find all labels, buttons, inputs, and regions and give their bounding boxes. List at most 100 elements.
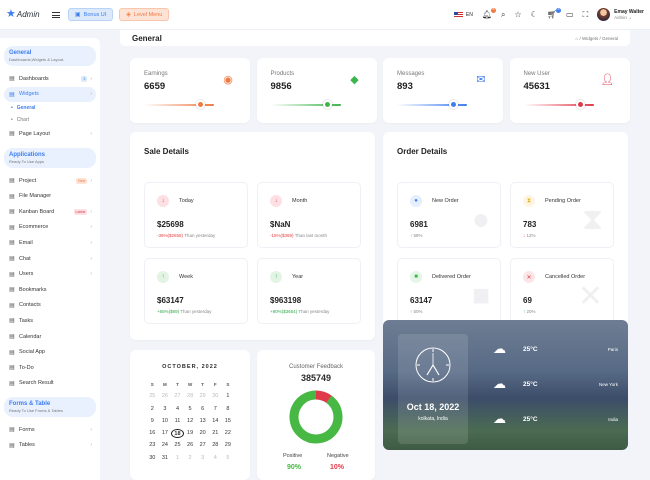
calendar-date[interactable]: 23 — [149, 442, 156, 449]
calendar-date[interactable]: 15 — [224, 417, 231, 424]
sidebar-sub-general[interactable]: • General — [11, 105, 36, 112]
sidebar-item-calendar[interactable]: ▤ Calendar — [9, 333, 42, 341]
sidebar-item-forms[interactable]: ▤ Forms › — [9, 426, 92, 434]
language-selector[interactable]: EN — [453, 11, 473, 18]
calendar-date[interactable]: 5 — [226, 454, 230, 461]
calendar-date[interactable]: 24 — [161, 442, 168, 449]
calendar-date[interactable]: 3 — [163, 405, 167, 412]
calendar-date[interactable]: 2 — [150, 405, 154, 412]
calendar-grid: S M T W T F S 25 26 27 28 29 30 1 2 3 4 5 6 7 8 9 10 11 12 13 14 15… — [146, 380, 236, 463]
sidebar-item-email[interactable]: ▤ Email › — [9, 239, 92, 247]
bell-icon[interactable]: 🔔︎ 4 — [481, 7, 497, 19]
sidebar-item-dashboards[interactable]: ▤ Dashboards 3 › — [9, 75, 92, 83]
calendar-date[interactable]: 11 — [174, 417, 181, 424]
progress-bar — [270, 104, 341, 106]
calendar-date[interactable]: 5 — [188, 405, 192, 412]
chevron-right-icon: › — [90, 91, 92, 98]
sidebar-item-tasks[interactable]: ▤ Tasks — [9, 317, 34, 325]
calendar-date[interactable]: 22 — [224, 430, 231, 437]
moon-icon[interactable]: ☾ — [530, 9, 538, 19]
calendar-date[interactable]: 7 — [213, 405, 217, 412]
tag-icon: ● — [410, 195, 422, 207]
sidebar-item-tables[interactable]: ▤ Tables › — [9, 442, 92, 449]
calendar-date[interactable]: 28 — [187, 393, 194, 400]
calendar-date[interactable]: 26 — [161, 393, 168, 400]
top-bar: ★ Admin ▣ Bonus UI ◈ Level Menu EN 🔔︎ 4 ⌕ ☆… — [0, 0, 650, 30]
menu-toggle-icon[interactable] — [52, 11, 60, 18]
calendar-date[interactable]: 19 — [187, 430, 194, 437]
calendar-date[interactable]: 26 — [187, 442, 194, 449]
sidebar-item-users[interactable]: ▤ Users › — [9, 271, 92, 278]
sidebar-item-contacts[interactable]: ▤ Contacts — [9, 302, 41, 309]
calendar-date[interactable]: 4 — [213, 454, 217, 461]
calendar-date[interactable]: 10 — [161, 417, 168, 424]
calendar-date[interactable]: 8 — [226, 405, 230, 412]
sidebar-item-kanban-board[interactable]: ▤ Kanban Board Latest › — [9, 208, 92, 216]
home-icon: ▤ — [9, 76, 15, 83]
calendar-date[interactable]: 18 — [171, 429, 184, 439]
app-logo[interactable]: ★ Admin — [6, 8, 40, 20]
sidebar-item-social-app[interactable]: ▤ Social App — [9, 349, 45, 356]
arrow-up-icon: ↑ — [157, 271, 169, 283]
search-icon: ▤ — [9, 380, 15, 387]
page-header: General ⌂ / Widgets / General — [120, 30, 630, 46]
stat-icon: ◆ — [350, 73, 359, 86]
sidebar-item-search-result[interactable]: ▤ Search Result — [9, 380, 54, 387]
email-icon: ▤ — [9, 240, 15, 247]
calendar-date[interactable]: 1 — [175, 454, 180, 461]
sidebar-item-project[interactable]: ▤ Project New › — [9, 177, 92, 185]
sidebar-item-widgets[interactable]: ▤ Widgets › — [4, 86, 96, 103]
calendar-date[interactable]: 2 — [188, 454, 192, 461]
calendar-date[interactable]: 29 — [224, 442, 231, 449]
home-icon[interactable]: ⌂ — [575, 35, 579, 41]
sidebar-item-chat[interactable]: ▤ Chat › — [9, 255, 92, 263]
sidebar-item-to-do[interactable]: ▤ To-Do — [9, 364, 34, 372]
calendar-date[interactable]: 30 — [149, 454, 156, 461]
order-pending-order-card: ⧗ Pending Order 783 ↓ 12% ⧗ — [510, 182, 614, 248]
calendar-date[interactable]: 27 — [199, 442, 206, 449]
cart-icon[interactable]: 🛒︎ 3 — [546, 7, 561, 19]
sidebar-item-bookmarks[interactable]: ▤ Bookmarks — [9, 286, 47, 294]
arrow-down-icon: ↓ — [270, 195, 282, 207]
order-bg-icon: ● — [471, 203, 490, 236]
calendar-date[interactable]: 13 — [199, 417, 206, 424]
negative-segment — [289, 390, 343, 444]
calendar-date[interactable]: 4 — [175, 405, 180, 412]
level-menu-button[interactable]: ◈ Level Menu — [119, 8, 170, 21]
calendar-date[interactable]: 9 — [150, 417, 154, 424]
calendar-date[interactable]: 25 — [174, 442, 181, 449]
calendar-date[interactable]: 29 — [199, 393, 206, 400]
calendar-date[interactable]: 16 — [149, 430, 156, 437]
search-icon[interactable]: ⌕ — [501, 9, 506, 19]
calendar-date[interactable]: 3 — [201, 454, 205, 461]
calendar-date[interactable]: 12 — [187, 417, 194, 424]
forms-icon: ▤ — [9, 427, 15, 434]
star-icon[interactable]: ☆ — [514, 9, 522, 19]
calendar-date[interactable]: 14 — [212, 417, 219, 424]
sidebar-item-file-manager[interactable]: ▤ File Manager — [9, 193, 52, 200]
calendar-date[interactable]: 17 — [161, 430, 168, 437]
sidebar-item-ecommerce[interactable]: ▤ Ecommerce › — [9, 224, 92, 231]
calendar-date[interactable]: 25 — [149, 393, 156, 400]
cancel-icon: ✕ — [523, 271, 535, 283]
calendar-date[interactable]: 31 — [161, 454, 168, 461]
chevron-right-icon: › — [90, 426, 92, 433]
fullscreen-icon[interactable]: ⛶ — [582, 9, 589, 19]
logo-star-icon: ★ — [6, 8, 16, 20]
calendar-date[interactable]: 20 — [199, 430, 206, 437]
user-profile[interactable]: Emay Walter Admin ⌄ — [597, 8, 644, 21]
sidebar-item-page-layout[interactable]: ▤ Page Layout › — [9, 130, 92, 138]
calendar-date[interactable]: 6 — [201, 405, 205, 412]
order-bg-icon: ✕ — [577, 280, 603, 313]
calendar-day-name: S — [150, 382, 154, 387]
weather-row: ☁ 25°C India — [493, 411, 618, 426]
calendar-day-name: T — [201, 382, 205, 387]
sidebar-sub-chart[interactable]: • Chart — [11, 117, 29, 124]
bonus-ui-button[interactable]: ▣ Bonus UI — [68, 8, 114, 21]
calendar-date[interactable]: 30 — [212, 393, 219, 400]
calendar-date[interactable]: 1 — [226, 393, 230, 400]
calendar-date[interactable]: 27 — [174, 393, 181, 400]
chat-icon[interactable]: ▭ — [566, 9, 574, 19]
calendar-date[interactable]: 28 — [212, 442, 219, 449]
calendar-date[interactable]: 21 — [212, 430, 219, 437]
